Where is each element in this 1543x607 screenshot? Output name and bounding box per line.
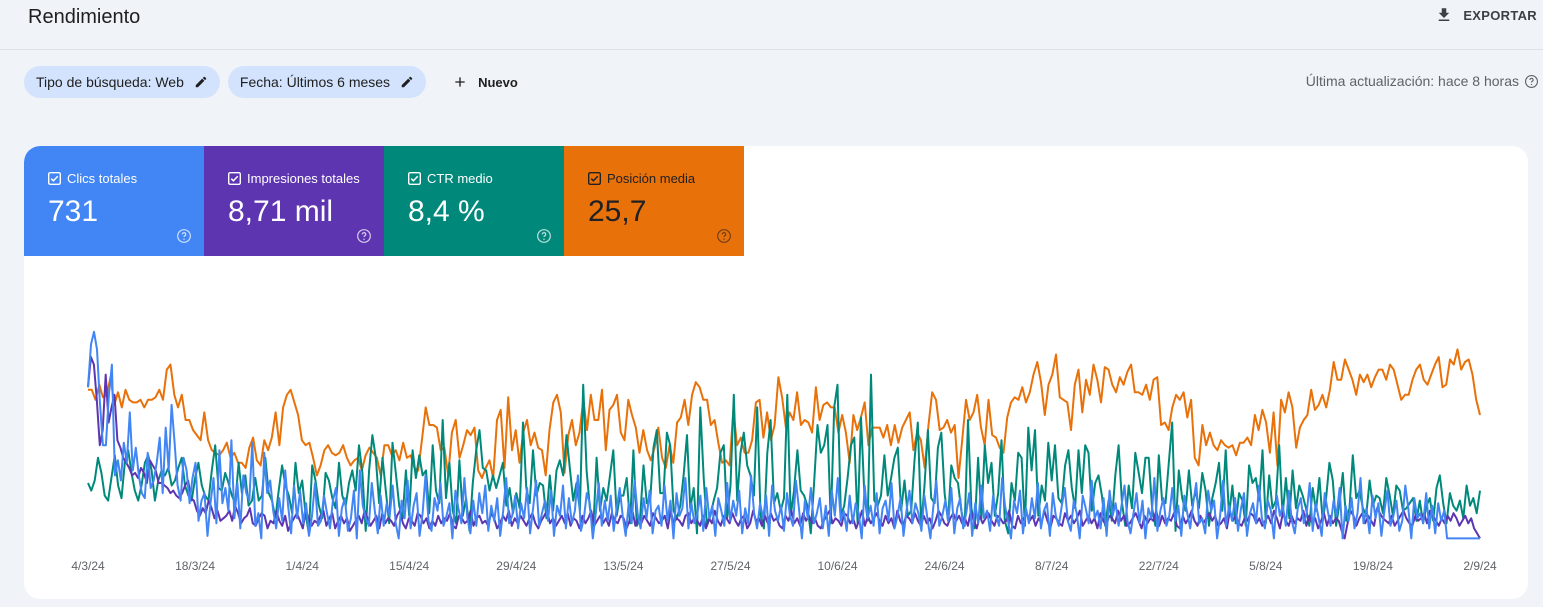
x-tick-label: 5/8/24 [1249,559,1283,573]
plus-icon [455,77,465,87]
date-label: Fecha: Últimos 6 meses [239,74,391,90]
metric-label-row: Impresiones totales [228,171,378,186]
search-type-chip[interactable]: Tipo de búsqueda: Web [24,66,220,98]
last-update: Última actualización: hace 8 horas [1306,73,1539,89]
page-title: Rendimiento [28,6,141,28]
new-filter-button[interactable]: Nuevo [446,66,524,98]
x-tick-label: 22/7/24 [1139,559,1179,573]
checkbox-checked-icon[interactable] [48,172,61,185]
x-tick-label: 13/5/24 [603,559,643,573]
x-tick-label: 18/3/24 [175,559,215,573]
metric-value: 8,71 mil [228,195,334,228]
pencil-icon [401,76,413,88]
metric-card-clicks[interactable]: Clics totales 731 [24,146,204,256]
x-tick-label: 27/5/24 [710,559,750,573]
x-tick-label: 24/6/24 [925,559,965,573]
series-line-1 [87,373,1481,535]
metric-label: Posición media [607,171,696,186]
metric-label: Clics totales [67,171,138,186]
date-chip[interactable]: Fecha: Últimos 6 meses [227,66,427,98]
metric-value: 8,4 % [408,195,485,228]
help-icon[interactable] [716,228,732,244]
x-tick-label: 29/4/24 [496,559,536,573]
x-tick-label: 10/6/24 [817,559,857,573]
metric-label-row: Posición media [588,171,738,186]
metric-card-impressions[interactable]: Impresiones totales 8,71 mil [204,146,384,256]
header: Rendimiento EXPORTAR [0,0,1543,50]
help-icon[interactable] [176,228,192,244]
checkbox-checked-icon[interactable] [228,172,241,185]
search-type-label: Tipo de búsqueda: Web [36,74,184,90]
metric-card-position[interactable]: Posición media 25,7 [564,146,744,256]
x-tick-label: 8/7/24 [1035,559,1069,573]
metric-label: CTR medio [427,171,493,186]
last-update-text: Última actualización: hace 8 horas [1305,73,1519,89]
series-line-0 [88,348,1481,479]
export-button[interactable]: EXPORTAR [1435,6,1537,24]
metric-label-row: Clics totales [48,171,198,186]
pencil-icon [195,76,207,88]
export-label: EXPORTAR [1463,7,1537,23]
help-icon[interactable] [536,228,552,244]
metric-label: Impresiones totales [247,171,360,186]
checkbox-checked-icon[interactable] [588,172,601,185]
performance-card: Clics totales 731 Impresiones totales 8,… [24,146,1528,599]
metric-value: 731 [48,195,99,228]
x-tick-label: 4/3/24 [71,559,105,573]
new-filter-label: Nuevo [478,74,518,90]
metric-label-row: CTR medio [408,171,558,186]
help-icon[interactable] [1524,74,1539,89]
performance-chart[interactable]: 4/3/24 18/3/24 1/4/24 15/4/24 29/4/24 13/5/24… [24,256,1528,599]
filter-bar: Tipo de búsqueda: Web Fecha: Últimos 6 m… [24,66,524,98]
download-icon [1439,8,1450,21]
metric-card-ctr[interactable]: CTR medio 8,4 % [384,146,564,256]
metric-cards: Clics totales 731 Impresiones totales 8,… [24,146,744,256]
x-tick-label: 2/9/24 [1463,559,1497,573]
x-tick-label: 19/8/24 [1353,559,1393,573]
help-icon[interactable] [356,228,372,244]
metric-value: 25,7 [588,195,647,228]
checkbox-checked-icon[interactable] [408,172,421,185]
x-tick-label: 1/4/24 [286,559,320,573]
x-tick-label: 15/4/24 [389,559,429,573]
series-line-3 [87,330,1480,540]
